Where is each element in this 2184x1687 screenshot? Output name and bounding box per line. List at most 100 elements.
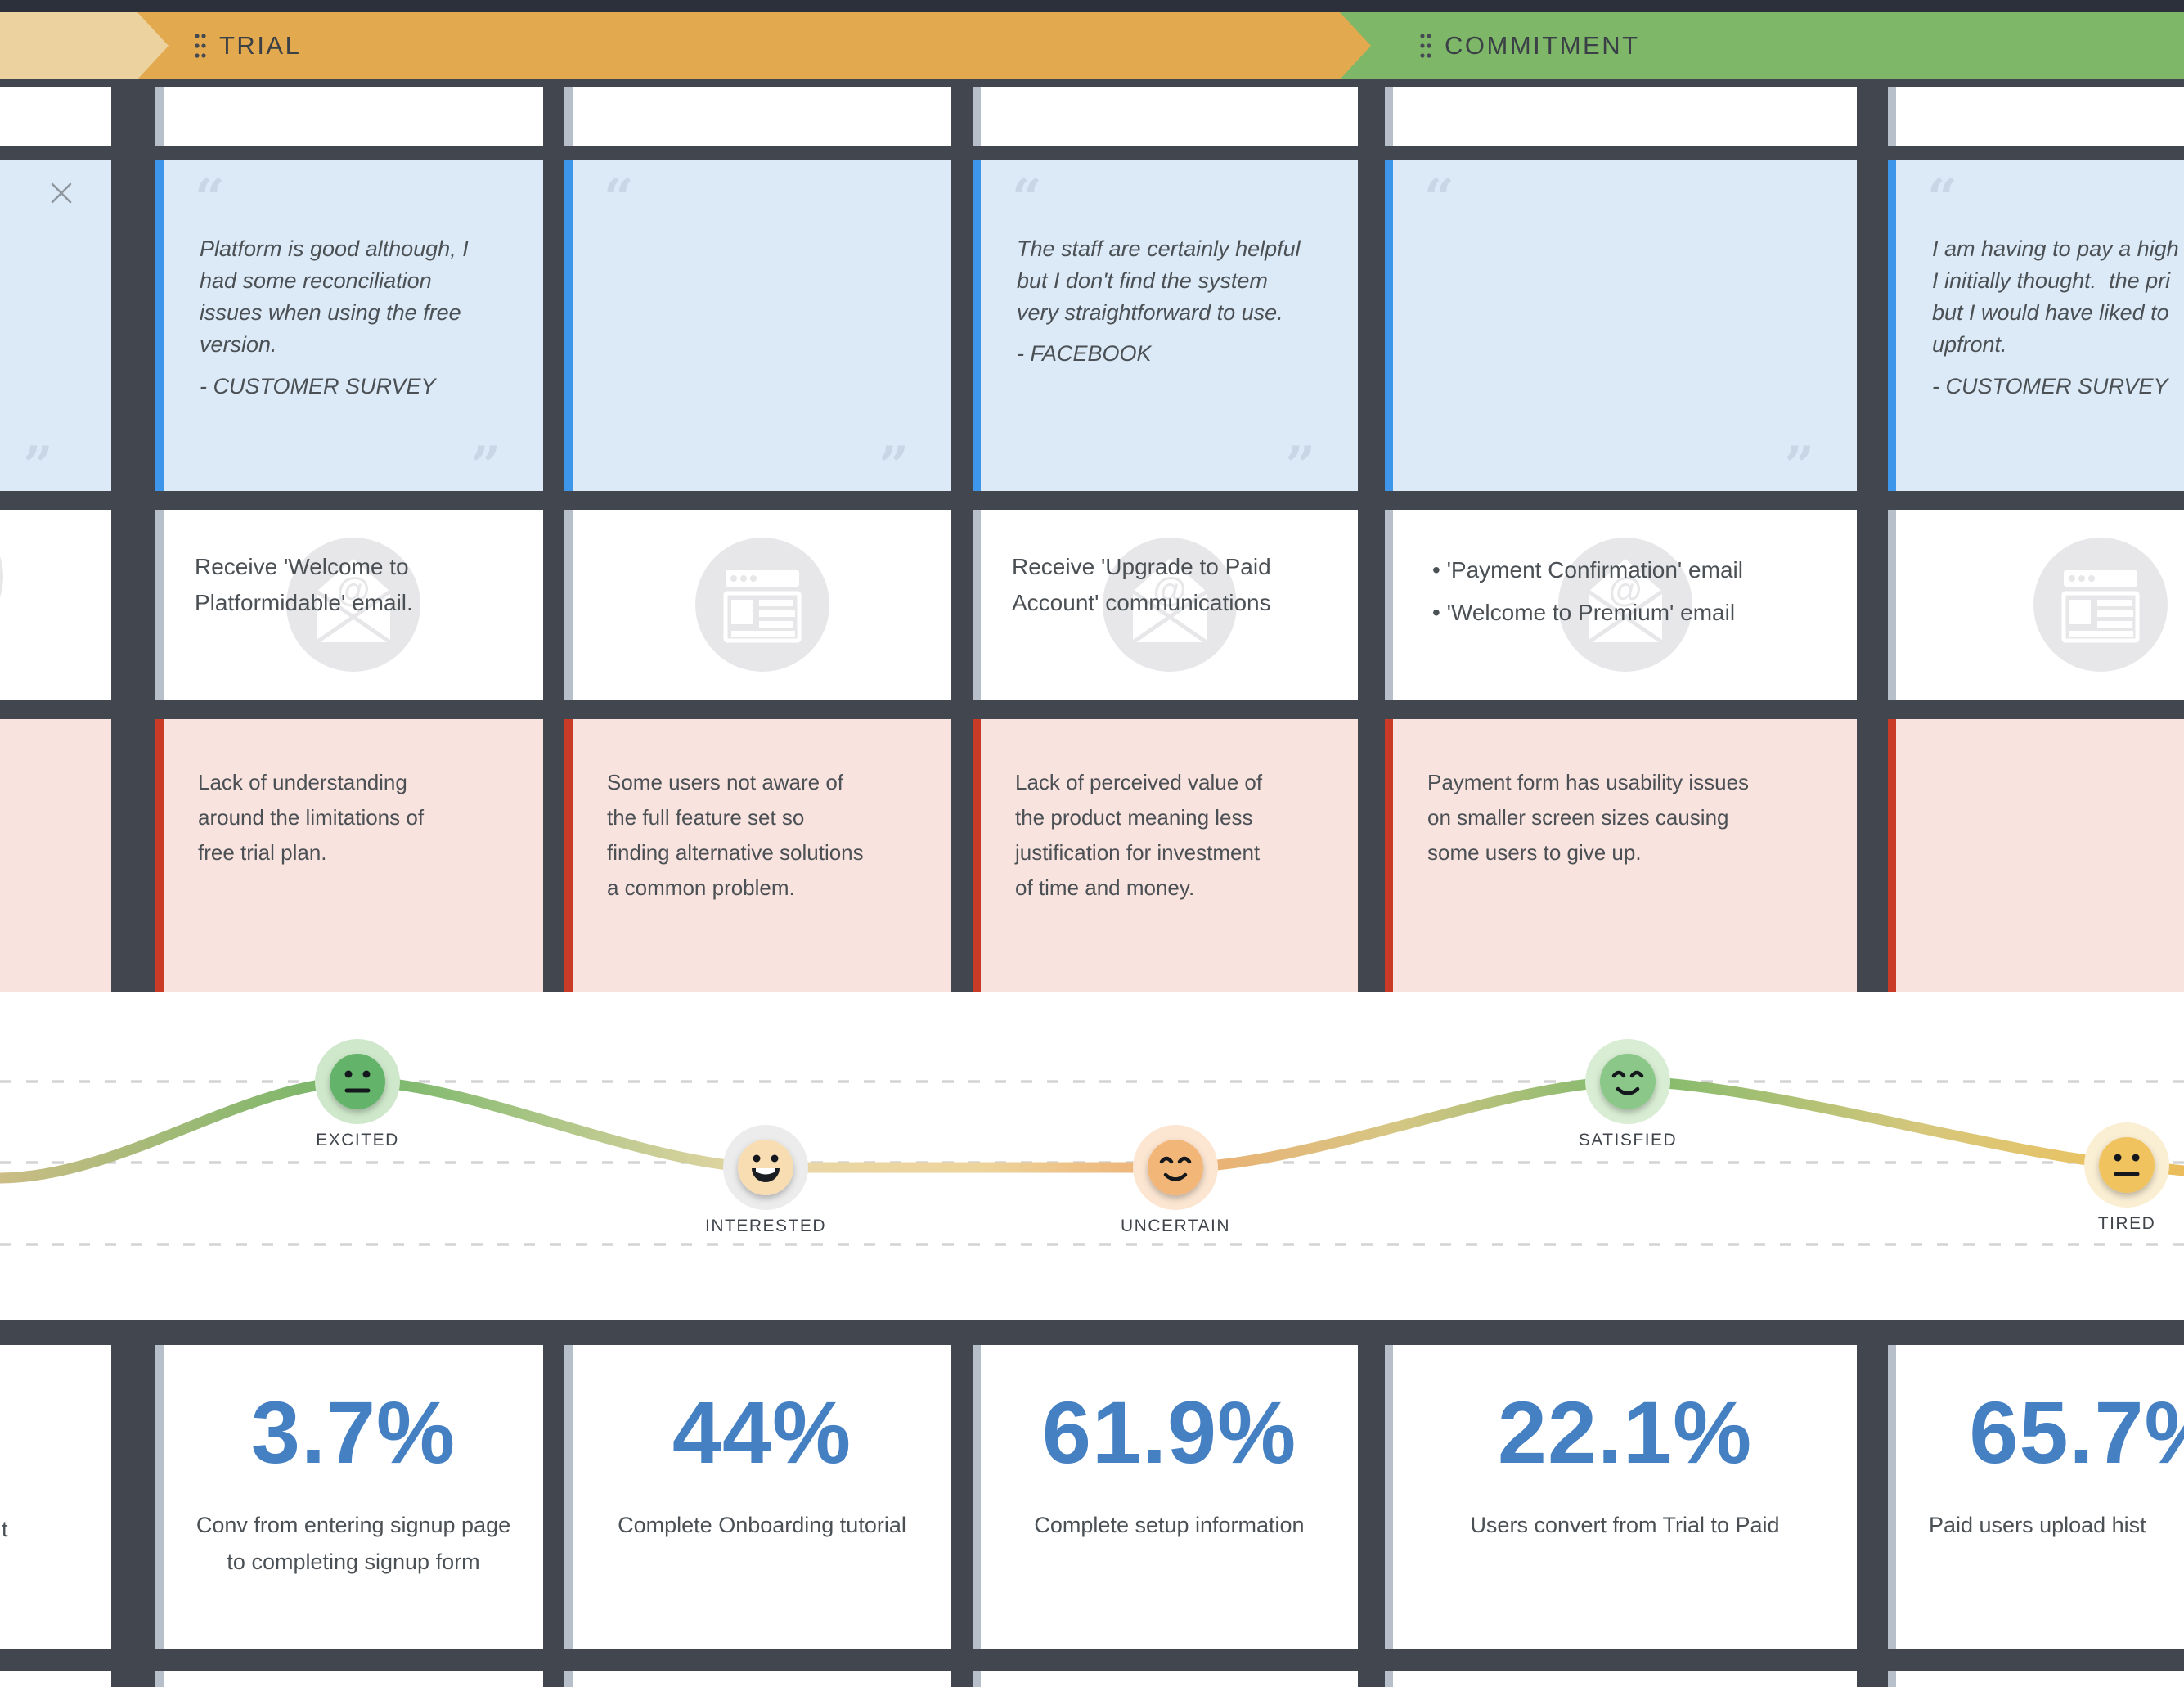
metric-caption: Complete setup information	[1034, 1513, 1305, 1537]
activity-card[interactable]: @ Receive 'Welcome to Platformidable' em…	[155, 510, 543, 700]
emotion-label: SATISFIED	[1579, 1131, 1677, 1149]
browser-icon	[2033, 538, 2168, 672]
svg-text:@: @	[1608, 570, 1642, 609]
emotion-point-interested: INTERESTED	[705, 1125, 826, 1235]
activity-card[interactable]	[564, 510, 951, 700]
metric-card[interactable]: 61.9% Complete setup information	[973, 1345, 1358, 1649]
emotion-label: EXCITED	[316, 1131, 399, 1149]
stage-trial-band[interactable]	[0, 12, 1371, 79]
emotion-point-tired: TIRED	[2084, 1122, 2169, 1233]
pain-text: Lack of perceived value of the product m…	[1015, 770, 1263, 900]
top-dark-bar	[0, 0, 2184, 12]
quote-close-mark: ”	[1285, 435, 1315, 492]
clipped-card[interactable]	[155, 1671, 543, 1687]
quote-card-empty[interactable]: “ ”	[1385, 160, 1857, 491]
activity-card[interactable]: @ • 'Payment Confirmation' email • 'Welc…	[1385, 510, 1857, 700]
stage-band	[0, 12, 2184, 79]
quote-source: - CUSTOMER SURVEY	[200, 374, 436, 398]
stage-trial-label: TRIAL	[219, 31, 302, 60]
metric-caption: Users convert from Trial to Paid	[1470, 1513, 1780, 1537]
pain-text: Lack of understanding around the limitat…	[198, 770, 425, 865]
clipped-card[interactable]	[0, 1671, 111, 1687]
svg-text:@: @	[337, 570, 371, 609]
svg-text:@: @	[1153, 570, 1186, 609]
quote-open-mark: “	[1424, 168, 1454, 229]
pain-card[interactable]: Payment form has usability issues on sma…	[1385, 719, 1857, 992]
activity-bullet: • 'Welcome to Premium' email	[1432, 600, 1736, 625]
activity-card[interactable]	[1888, 510, 2184, 700]
email-icon: @	[1557, 538, 1692, 672]
quote-text: Platform is good although, I had some re…	[200, 236, 469, 357]
quote-open-mark: “	[1927, 168, 1957, 229]
metric-caption: Conv from entering signup page to comple…	[195, 1513, 511, 1574]
quote-close-mark: ”	[1784, 435, 1814, 492]
emotion-label: TIRED	[2098, 1214, 2156, 1233]
stage-commitment-label: COMMITMENT	[1445, 31, 1640, 60]
quote-card[interactable]: “ Platform is good although, I had some …	[155, 160, 543, 491]
quote-text: The staff are certainly helpful but I do…	[1017, 236, 1301, 325]
email-icon: @	[1102, 538, 1237, 672]
clipped-card[interactable]	[973, 1671, 1358, 1687]
clipped-card[interactable]	[973, 87, 1358, 146]
quote-card-partial[interactable]: ”	[0, 160, 111, 491]
clipped-card[interactable]	[564, 1671, 951, 1687]
quote-open-mark: “	[1012, 168, 1042, 229]
emotion-label: INTERESTED	[705, 1217, 826, 1235]
pain-card[interactable]: Some users not aware of the full feature…	[564, 719, 951, 992]
activity-icon-partial	[0, 510, 3, 644]
quote-open-mark: “	[604, 168, 634, 229]
metric-card-partial[interactable]: t	[0, 1345, 111, 1649]
clipped-card[interactable]	[1385, 87, 1857, 146]
pain-card[interactable]: Lack of perceived value of the product m…	[973, 719, 1358, 992]
quote-card[interactable]: “ The staff are certainly helpful but I …	[973, 160, 1358, 491]
activity-bullet-list: • 'Payment Confirmation' email • 'Welcom…	[1432, 549, 1743, 634]
drag-handle-icon[interactable]	[1419, 32, 1432, 60]
browser-icon	[694, 538, 829, 672]
metric-value: 65.7%	[1969, 1383, 2184, 1482]
activity-text: Receive 'Upgrade to Paid Account' commun…	[1012, 554, 1271, 615]
emotion-label: UNCERTAIN	[1121, 1217, 1230, 1235]
clipped-card[interactable]	[1888, 87, 2184, 146]
metric-value: 3.7%	[250, 1383, 456, 1482]
metric-card[interactable]: 3.7% Conv from entering signup page to c…	[155, 1345, 543, 1649]
quote-card[interactable]: “ I am having to pay a high I initially …	[1888, 160, 2184, 491]
metric-value: 22.1%	[1497, 1383, 1753, 1482]
metric-caption: Paid users upload hist	[1929, 1513, 2146, 1537]
quote-text: I am having to pay a high I initially th…	[1932, 236, 2179, 357]
activity-card[interactable]: @ Receive 'Upgrade to Paid Account' comm…	[973, 510, 1358, 700]
stage-header-trial[interactable]: TRIAL	[194, 12, 301, 79]
email-icon: @	[286, 538, 420, 672]
metric-card[interactable]: 22.1% Users convert from Trial to Paid	[1385, 1345, 1857, 1649]
metric-card[interactable]: 65.7% Paid users upload hist	[1888, 1345, 2184, 1649]
quote-open-mark: “	[195, 168, 225, 229]
clipped-card[interactable]	[1888, 1671, 2184, 1687]
stage-previous-band[interactable]	[0, 12, 169, 79]
metric-caption: Complete Onboarding tutorial	[618, 1513, 906, 1537]
emotion-point-excited: EXCITED	[315, 1039, 400, 1149]
quote-card-empty[interactable]: “ ”	[564, 160, 951, 491]
pain-card-partial[interactable]	[0, 719, 111, 992]
quote-source: - FACEBOOK	[1017, 341, 1152, 366]
drag-handle-icon[interactable]	[194, 32, 207, 60]
activity-card-partial[interactable]	[0, 510, 111, 700]
pain-card-empty[interactable]	[1888, 719, 2184, 992]
quote-source: - CUSTOMER SURVEY	[1932, 374, 2168, 398]
pain-text: Payment form has usability issues on sma…	[1427, 770, 1750, 865]
metric-caption-fragment: t	[2, 1517, 8, 1541]
clipped-card[interactable]	[564, 87, 951, 146]
activity-bullet: • 'Payment Confirmation' email	[1432, 557, 1743, 583]
clipped-card[interactable]	[1385, 1671, 1857, 1687]
metric-value: 61.9%	[1041, 1383, 1297, 1482]
activity-text: Receive 'Welcome to Platformidable' emai…	[195, 554, 413, 615]
pain-card[interactable]: Lack of understanding around the limitat…	[155, 719, 543, 992]
emotion-curve-section: EXCITED INTERESTED	[0, 992, 2184, 1320]
stage-commitment-band[interactable]	[1301, 12, 2184, 79]
close-icon[interactable]	[47, 179, 75, 207]
metric-card[interactable]: 44% Complete Onboarding tutorial	[564, 1345, 951, 1649]
stage-header-commitment[interactable]: COMMITMENT	[1419, 12, 1640, 79]
clipped-card[interactable]	[0, 87, 111, 146]
clipped-card[interactable]	[155, 87, 543, 146]
emotion-point-satisfied: SATISFIED	[1579, 1039, 1677, 1149]
quote-close-mark: ”	[879, 435, 909, 492]
